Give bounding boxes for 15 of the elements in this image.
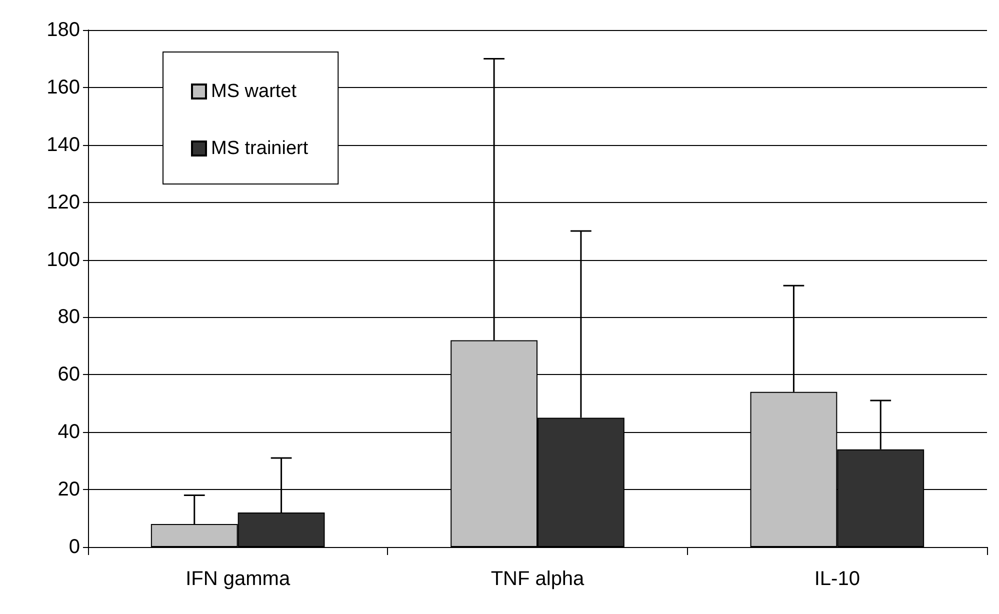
legend-label: MS wartet [211, 81, 298, 102]
y-tick-label: 100 [46, 248, 80, 271]
legend-label: MS trainiert [211, 138, 309, 159]
y-tick-label: 120 [46, 191, 80, 214]
y-tick-label: 20 [58, 478, 80, 501]
x-tick-label: IL-10 [814, 568, 860, 590]
y-tick-label: 0 [68, 536, 80, 558]
y-tick-label: 60 [58, 364, 80, 386]
y-tick-label: 160 [46, 76, 80, 98]
y-tick-label: 80 [58, 306, 80, 328]
y-tick-label: 180 [46, 19, 80, 41]
y-tick-label: 140 [46, 134, 80, 156]
x-tick-label: TNF alpha [490, 568, 586, 590]
y-tick-label: 40 [58, 421, 80, 444]
x-tick-label: IFN gamma [186, 568, 291, 590]
